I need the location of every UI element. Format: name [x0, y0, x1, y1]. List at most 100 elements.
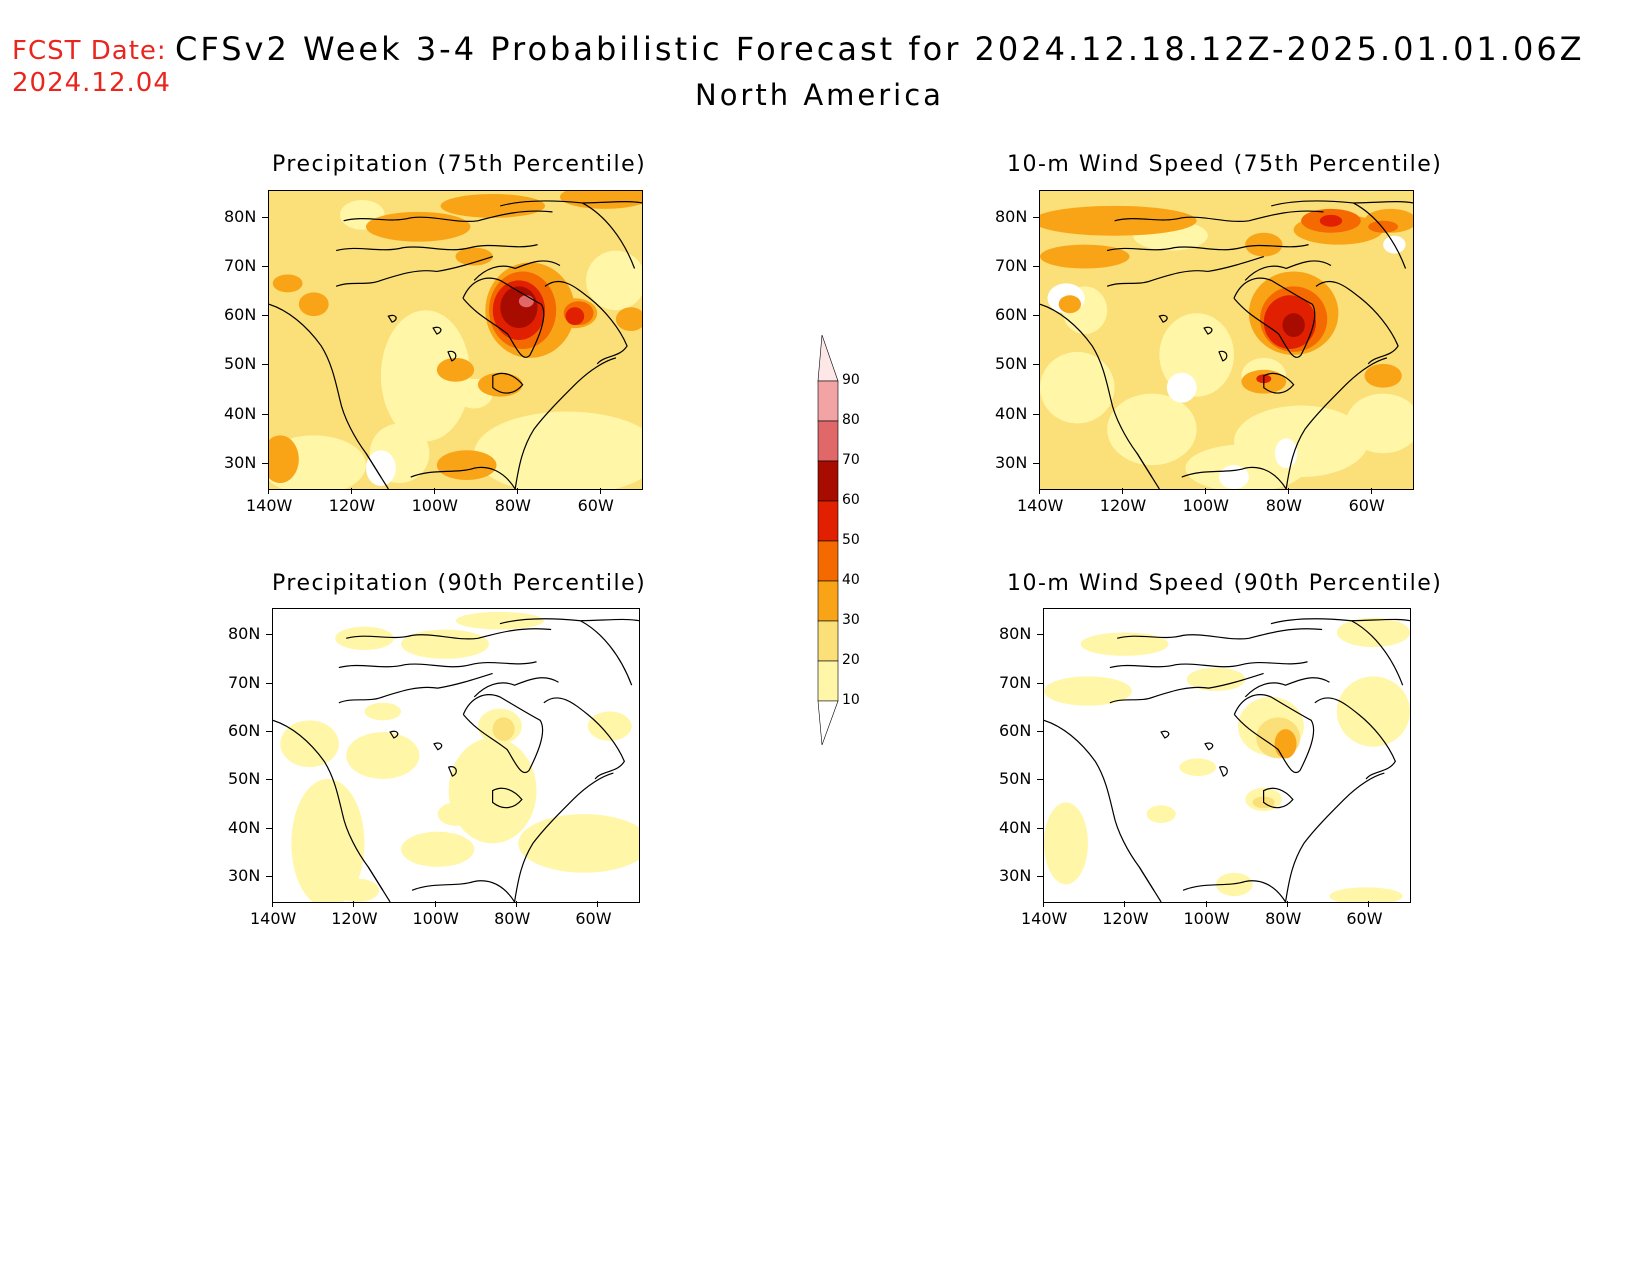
lon-label: 80W [494, 496, 531, 515]
lat-label: 40N [224, 403, 257, 423]
coastline [1315, 698, 1396, 779]
coastline [1245, 261, 1331, 280]
lat-label: 30N [224, 452, 257, 472]
shaded-region [477, 372, 523, 397]
map-wind75 [1039, 190, 1414, 490]
lat-label: 50N [228, 769, 261, 789]
shaded-region [1274, 729, 1297, 759]
coastline [1220, 767, 1228, 776]
lat-tick [1033, 364, 1039, 366]
colorbar-label: 80 [842, 412, 860, 428]
lon-label: 140W [1017, 496, 1064, 515]
lat-label: 60N [224, 305, 257, 325]
lon-tick [516, 901, 518, 907]
coastline [1264, 373, 1294, 393]
shaded-region [335, 878, 380, 902]
shaded-region [1179, 758, 1217, 777]
shaded-region [1282, 313, 1305, 338]
coastline [474, 678, 558, 697]
lon-label: 100W [412, 909, 459, 928]
coastline [1271, 201, 1413, 206]
lat-tick [262, 265, 268, 267]
coastline [1183, 881, 1285, 902]
lat-label: 30N [995, 452, 1028, 472]
colorbar-label: 40 [842, 572, 860, 588]
shaded-region [401, 629, 489, 659]
coastline [493, 373, 523, 393]
lat-tick [1033, 462, 1039, 464]
region-subtitle: North America [695, 78, 944, 112]
coastline [515, 773, 614, 902]
coastline [1316, 281, 1398, 363]
lon-tick [433, 488, 435, 494]
field-shading [273, 609, 639, 902]
lon-label: 100W [1182, 496, 1229, 515]
fcst-date-value: 2024.12.04 [12, 68, 171, 98]
colorbar-bin [817, 420, 839, 462]
colorbar-label: 50 [842, 532, 860, 548]
lon-label: 60W [577, 496, 614, 515]
lon-label: 120W [331, 909, 378, 928]
field-background [1044, 609, 1410, 902]
lon-label: 140W [250, 909, 297, 928]
shaded-region [1364, 363, 1402, 388]
shaded-region [1044, 676, 1132, 706]
colorbar-bin [817, 660, 839, 702]
lat-tick [266, 779, 272, 781]
coastline [1234, 278, 1315, 357]
map-precip75 [268, 190, 643, 490]
colorbar-label: 60 [842, 492, 860, 508]
panel-title-precip75: Precipitation (75th Percentile) [272, 152, 647, 177]
coastline [1137, 453, 1152, 477]
colorbar-cap-top [817, 335, 839, 382]
coastline [1159, 315, 1167, 322]
shaded-region [272, 274, 303, 293]
shaded-region [401, 831, 475, 867]
lon-label: 80W [1265, 909, 1302, 928]
field-shading [1040, 191, 1413, 489]
shaded-region [1329, 887, 1403, 902]
lon-tick [1205, 901, 1207, 907]
lon-label: 140W [1021, 909, 1068, 928]
lat-label: 80N [224, 206, 257, 226]
coastline [411, 467, 515, 489]
coastline [339, 673, 493, 702]
lat-label: 70N [995, 255, 1028, 275]
coastline [474, 261, 560, 280]
lon-tick [268, 488, 269, 494]
coastline [1264, 788, 1293, 807]
coastline [1110, 673, 1264, 702]
coastline [582, 203, 634, 269]
shaded-region [1044, 802, 1088, 885]
lon-label: 60W [1348, 496, 1385, 515]
shaded-region [500, 286, 538, 329]
lat-tick [262, 315, 268, 317]
panel-title-precip90: Precipitation (90th Percentile) [272, 571, 647, 596]
lat-label: 70N [224, 255, 257, 275]
coastline [580, 621, 631, 685]
shaded-region [559, 191, 642, 209]
lon-tick [1124, 901, 1126, 907]
lat-label: 40N [995, 403, 1028, 423]
lon-tick [350, 488, 352, 494]
map-precip90 [272, 608, 640, 903]
panel-title-wind75: 10-m Wind Speed (75th Percentile) [1007, 152, 1443, 177]
shaded-region [1166, 372, 1197, 403]
colorbar-bin [817, 380, 839, 422]
coastline [448, 351, 456, 361]
shaded-region [587, 711, 632, 741]
shaded-region [1336, 617, 1410, 648]
shaded-region [518, 295, 534, 308]
shaded-region [1336, 676, 1410, 747]
lat-tick [1037, 876, 1043, 878]
coastline [544, 698, 625, 779]
lat-tick [266, 827, 272, 829]
coastline [1271, 619, 1410, 624]
coastline [1182, 467, 1286, 489]
coastline [1286, 358, 1387, 489]
shaded-region [1107, 393, 1197, 466]
coastline [346, 629, 551, 639]
coastline [1204, 327, 1212, 334]
lon-label: 80W [494, 909, 531, 928]
lat-label: 60N [228, 721, 261, 741]
